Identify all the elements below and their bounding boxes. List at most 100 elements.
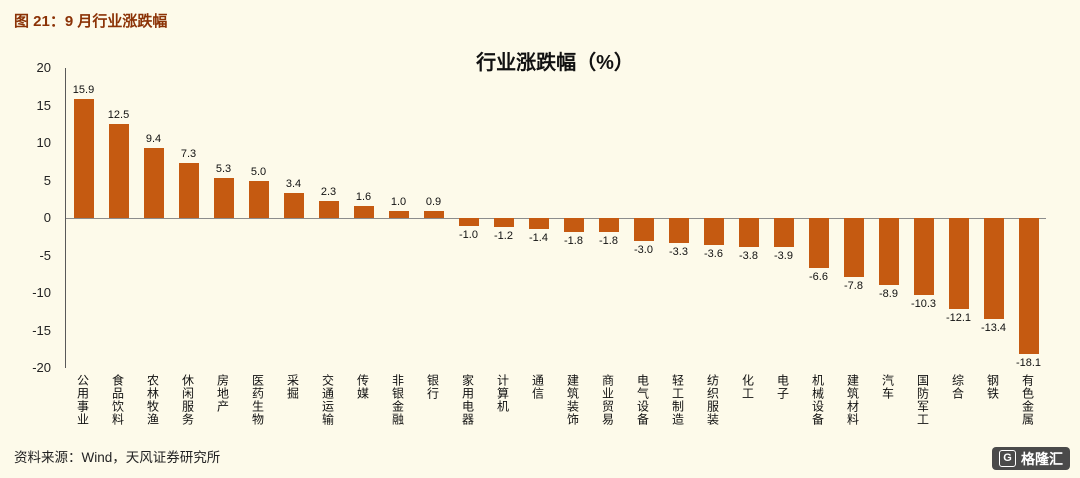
- bar-value-label: -13.4: [980, 321, 1007, 334]
- bar-value-label: -18.1: [1015, 356, 1042, 369]
- category-label: 综合: [950, 374, 965, 400]
- category-label: 采掘: [285, 374, 300, 400]
- category-label: 公用事业: [75, 374, 90, 426]
- bar: [143, 147, 164, 218]
- bar-group: -13.4: [976, 68, 1011, 368]
- bar-value-label: 9.4: [145, 132, 162, 145]
- category-label: 商业贸易: [600, 374, 615, 426]
- category-label: 非银金融: [390, 374, 405, 426]
- bar-group: -8.9: [871, 68, 906, 368]
- bar: [353, 206, 374, 218]
- bar: [983, 218, 1004, 319]
- category-label: 医药生物: [250, 374, 265, 426]
- bar-group: -3.6: [696, 68, 731, 368]
- bar: [493, 218, 514, 227]
- y-axis-tick-label: -20: [32, 360, 51, 375]
- category-label: 钢铁: [985, 374, 1000, 400]
- bar-group: -3.3: [661, 68, 696, 368]
- bar: [178, 163, 199, 218]
- category-label: 国防军工: [915, 374, 930, 426]
- category-label: 建筑材料: [845, 374, 860, 426]
- bar: [738, 218, 759, 247]
- bar-value-label: -3.8: [739, 249, 758, 262]
- bar-group: -1.8: [556, 68, 591, 368]
- bar: [388, 210, 409, 218]
- category-label: 传媒: [355, 374, 370, 400]
- category-label: 交通运输: [320, 374, 335, 426]
- bar-value-label: 7.3: [180, 148, 197, 161]
- bar-group: -7.8: [836, 68, 871, 368]
- category-label: 食品饮料: [110, 374, 125, 426]
- bar-value-label: -1.8: [564, 234, 583, 247]
- bar-group: 15.9: [66, 68, 101, 368]
- bar-value-label: -6.6: [809, 270, 828, 283]
- category-label: 电气设备: [635, 374, 650, 426]
- bar: [318, 200, 339, 218]
- bar: [283, 192, 304, 218]
- bar-group: 5.0: [241, 68, 276, 368]
- bar: [843, 218, 864, 277]
- bar-group: 12.5: [101, 68, 136, 368]
- bar: [248, 180, 269, 218]
- bar-group: 1.6: [346, 68, 381, 368]
- bar: [563, 218, 584, 232]
- bar: [773, 218, 794, 248]
- bar-value-label: -12.1: [945, 311, 972, 324]
- bar: [528, 218, 549, 229]
- bar-value-label: -3.9: [774, 250, 793, 263]
- bar-value-label: 1.0: [390, 195, 407, 208]
- bar: [1018, 218, 1039, 354]
- bar-group: -3.0: [626, 68, 661, 368]
- bar-value-label: 3.4: [285, 177, 302, 190]
- bar-group: -3.8: [731, 68, 766, 368]
- bar-group: 3.4: [276, 68, 311, 368]
- bar-value-label: -3.3: [669, 245, 688, 258]
- category-label: 农林牧渔: [145, 374, 160, 426]
- y-axis: 20 15 10 5 0 -5 -10 -15 -20: [0, 60, 57, 375]
- bar-group: -6.6: [801, 68, 836, 368]
- bar-value-label: 5.3: [215, 163, 232, 176]
- bar-value-label: -8.9: [879, 287, 898, 300]
- bar-value-label: -7.8: [844, 279, 863, 292]
- bar-group: -1.2: [486, 68, 521, 368]
- category-label: 电子: [775, 374, 790, 400]
- category-label: 家用电器: [460, 374, 475, 426]
- category-label: 轻工制造: [670, 374, 685, 426]
- bar-value-label: 15.9: [72, 83, 95, 96]
- plot-area: 15.9 12.5 9.4 7.3 5.3 5.0 3.4 2.3 1.6 1.0 0.9 -1.0 -…: [65, 68, 1046, 369]
- bar: [598, 218, 619, 232]
- y-axis-tick-label: 20: [36, 60, 51, 75]
- bar-value-label: 1.6: [355, 191, 372, 203]
- bar-group: 1.0: [381, 68, 416, 368]
- bar-group: 5.3: [206, 68, 241, 368]
- bar-group: -12.1: [941, 68, 976, 368]
- bar-value-label: 0.9: [425, 196, 442, 209]
- bar-value-label: 5.0: [250, 165, 267, 178]
- bar-group: 7.3: [171, 68, 206, 368]
- bar: [423, 211, 444, 218]
- bar: [878, 218, 899, 285]
- bar: [703, 218, 724, 245]
- bar: [108, 124, 129, 218]
- bar: [808, 218, 829, 268]
- y-axis-tick-label: -15: [32, 322, 51, 338]
- bar-group: 2.3: [311, 68, 346, 368]
- category-label: 纺织服装: [705, 374, 720, 426]
- y-axis-tick-label: 15: [36, 97, 51, 113]
- chart-title: 行业涨跌幅（%）: [476, 52, 634, 74]
- x-axis-category-labels: 公用事业 食品饮料 农林牧渔 休闲服务 房地产 医药生物 采掘 交通运输 传媒 非银金融 银行 家用电…: [65, 374, 1045, 456]
- data-source-note: 资料来源：Wind，天风证券研究所: [14, 450, 221, 465]
- y-axis-tick-label: 10: [36, 135, 51, 150]
- zero-axis-line: [66, 218, 1046, 219]
- bar: [73, 98, 94, 218]
- bar: [458, 218, 479, 226]
- bar-value-label: -3.0: [634, 243, 653, 256]
- category-label: 计算机: [495, 374, 510, 413]
- bar-group: -3.9: [766, 68, 801, 368]
- y-axis-tick-label: -5: [39, 247, 51, 263]
- bar: [668, 218, 689, 243]
- bar: [948, 218, 969, 309]
- bar-group: -10.3: [906, 68, 941, 368]
- gelonghui-logo-icon: G: [999, 450, 1016, 467]
- bar-value-label: -1.8: [599, 234, 618, 247]
